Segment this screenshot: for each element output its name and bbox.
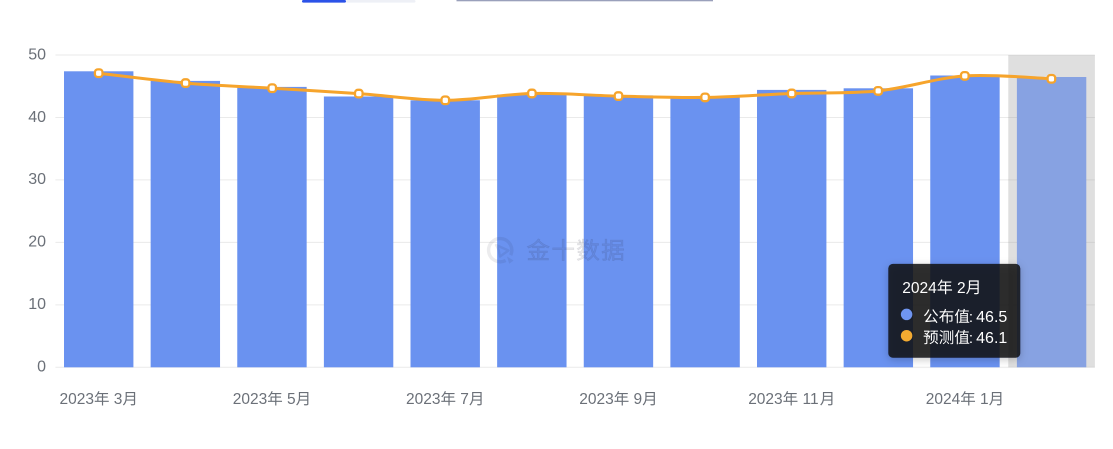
svg-text::: : xyxy=(969,330,973,347)
svg-text:10: 10 xyxy=(28,296,46,313)
svg-text:40: 40 xyxy=(28,109,46,126)
svg-text:2024: 2024 xyxy=(902,280,937,297)
svg-text:2023: 2023 xyxy=(406,391,440,408)
svg-text:50: 50 xyxy=(28,46,46,63)
svg-text:2023: 2023 xyxy=(748,391,782,408)
svg-text:2023: 2023 xyxy=(233,391,267,408)
svg-text:5: 5 xyxy=(287,391,296,408)
svg-text:2: 2 xyxy=(957,280,966,297)
svg-text:30: 30 xyxy=(28,171,46,188)
svg-text:3: 3 xyxy=(114,391,123,408)
svg-text:46.1: 46.1 xyxy=(976,330,1007,347)
svg-text:0: 0 xyxy=(37,359,46,376)
svg-text::: : xyxy=(969,309,973,326)
svg-text:2024: 2024 xyxy=(926,391,961,408)
svg-text:2023: 2023 xyxy=(579,391,613,408)
svg-text:7: 7 xyxy=(460,391,469,408)
svg-text:2023: 2023 xyxy=(60,391,94,408)
svg-text:11: 11 xyxy=(802,391,818,408)
svg-text:20: 20 xyxy=(28,234,46,251)
svg-text:46.5: 46.5 xyxy=(976,309,1007,326)
svg-text:1: 1 xyxy=(980,391,989,408)
svg-text:9: 9 xyxy=(634,391,643,408)
